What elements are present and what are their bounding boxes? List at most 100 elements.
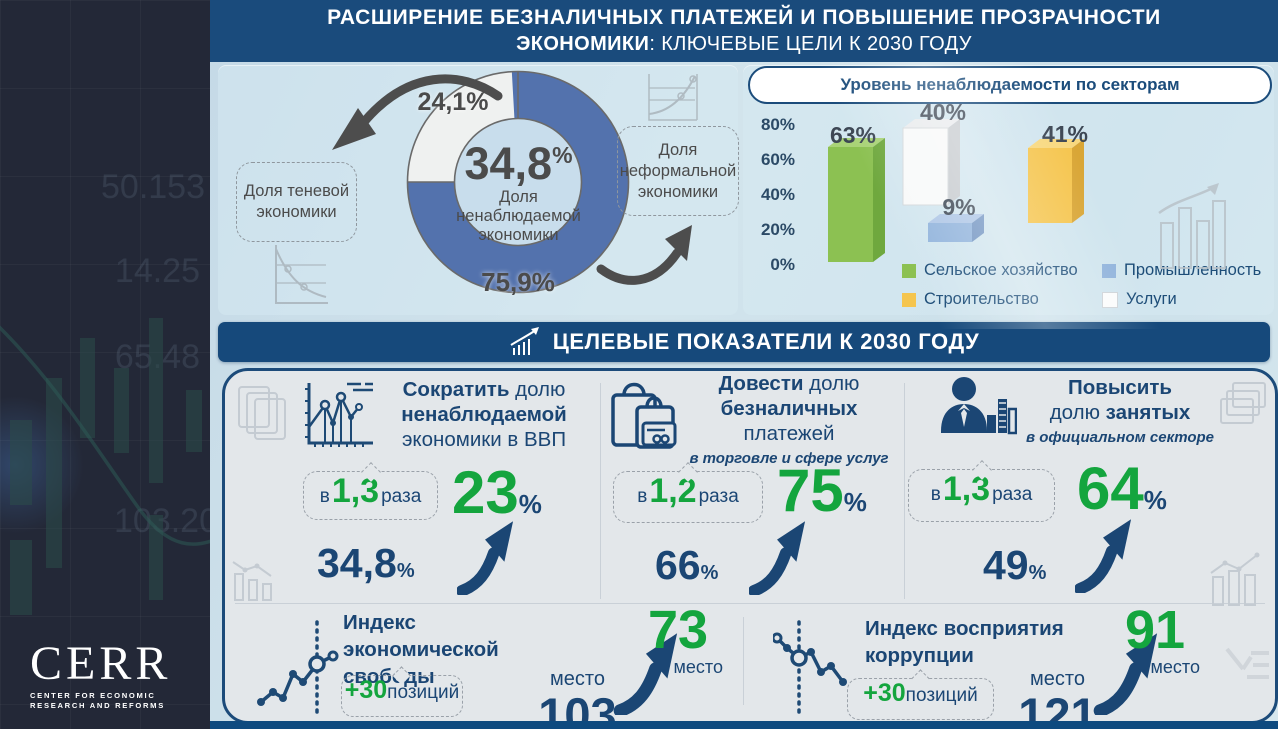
bar-value-agri: 63%: [829, 122, 877, 148]
declining-bars-icon: [232, 561, 272, 601]
targets-banner-title: ЦЕЛЕВЫЕ ПОКАЗАТЕЛИ К 2030 ГОДУ: [552, 329, 980, 354]
bar-decor: [114, 368, 129, 453]
y-axis-tick: 20%: [760, 220, 795, 239]
donut-slice-label-shadow: 24,1%: [417, 88, 489, 116]
title-rest: долю: [1049, 401, 1106, 424]
growth-arrow-icon: [457, 521, 514, 595]
target-number: 64: [1077, 455, 1144, 522]
curved-arrow-left-icon: [332, 74, 503, 150]
base-number: 49: [983, 542, 1029, 588]
legend-label: Услуги: [1126, 290, 1177, 308]
rank-word: место: [550, 668, 605, 690]
main-canvas: 24,1% 75,9% 34,8% Доля ненаблюдаемой эко…: [210, 62, 1278, 729]
target-value-employment: 64%: [1077, 459, 1167, 519]
sectors-panel: Уровень ненаблюдаемости по секторам 80% …: [743, 65, 1274, 315]
rank-word: место: [673, 657, 723, 677]
donut-center-value: 34,8: [464, 138, 553, 189]
legend-item-services: Услуги: [1102, 290, 1177, 309]
base-value-cashless: 66%: [655, 545, 718, 586]
informal-economy-label: Доля: [658, 140, 698, 159]
factor-prefix: в: [637, 486, 648, 507]
factor-suffix: раза: [992, 484, 1033, 505]
percent-sign: %: [700, 562, 719, 584]
factor-prefix: в: [930, 484, 941, 505]
title-bold: ненаблюдаемой: [401, 403, 567, 426]
shopping-bag-card-icon: [611, 382, 677, 449]
rank-word: место: [1150, 657, 1200, 677]
rank-to-economic-freedom: 73 место: [633, 603, 723, 676]
gain-plus: +: [863, 679, 878, 707]
column-divider: [743, 617, 744, 705]
donut-center-caption: ненаблюдаемой: [456, 207, 581, 225]
title-note: в торговле и сфере услуг: [689, 450, 889, 467]
declining-chart-icon: [275, 245, 328, 304]
cerr-logo-caption: CENTER FOR ECONOMIC: [30, 691, 156, 700]
donut-slice-label-informal: 75,9%: [481, 267, 555, 297]
cerr-logo-text: CERR: [30, 637, 172, 690]
gain-value: 30: [359, 676, 388, 704]
donut-chart: [406, 70, 630, 294]
donut-center-label: 34,8% Доля ненаблюдаемой экономики: [446, 141, 591, 245]
curve-decor: [0, 325, 210, 546]
legend-label: Сельское хозяйство: [924, 261, 1078, 279]
line-chart-icon: [305, 382, 373, 447]
percent-sign: %: [518, 489, 542, 519]
bar-value-industry: 9%: [942, 194, 976, 220]
ticker-value: 50.153: [101, 168, 205, 206]
legend-label: Промышленность: [1124, 261, 1262, 279]
gain-plus: +: [344, 676, 360, 704]
bar-decor: [46, 378, 62, 568]
targets-panel: Сократить долю ненаблюдаемой экономики в…: [222, 368, 1278, 729]
target-title-reduce: Сократить долю ненаблюдаемой экономики в…: [377, 377, 591, 452]
percent-sign: %: [1028, 562, 1047, 584]
informal-economy-label: экономики: [637, 182, 719, 201]
rank-number: 91: [1124, 600, 1186, 660]
growth-arrow-icon: [613, 633, 678, 715]
rising-bars-icon: [510, 327, 539, 355]
legend-item-industry: Промышленность: [1102, 261, 1261, 280]
sidebar-decor: 50.153 14.25 65.48 103.20 CERR CENTER FO…: [0, 0, 210, 729]
factor-badge-cashless: в 1,2 раза: [613, 471, 763, 523]
bar-decor: [149, 318, 163, 483]
bar-decor: [186, 390, 202, 452]
base-number: 34,8: [317, 540, 397, 586]
index-title-line: коррупции: [865, 644, 974, 667]
falling-index-icon: [773, 620, 847, 714]
y-axis-tick: 80%: [760, 115, 795, 134]
y-axis-tick: 60%: [760, 150, 795, 169]
sectors-chart-title: Уровень ненаблюдаемости по секторам: [748, 66, 1272, 104]
rank-to-corruption: 91 место: [1110, 603, 1200, 676]
title-bold: Повысить: [1067, 376, 1172, 399]
title-rest: долю: [803, 372, 860, 395]
rank-word: место: [1030, 668, 1085, 690]
legend-item-construction: Строительство: [902, 290, 1039, 309]
page-title: РАСШИРЕНИЕ БЕЗНАЛИЧНЫХ ПЛАТЕЖЕЙ И ПОВЫШЕ…: [210, 0, 1278, 62]
informal-economy-label: неформальной: [619, 161, 737, 180]
informal-economy-label-box: Доля неформальной экономики: [617, 126, 739, 216]
legend-swatch-services: [1102, 291, 1118, 308]
index-title-corruption: Индекс восприятия коррупции: [865, 615, 1064, 669]
checklist-icon: [1225, 647, 1269, 679]
shadow-economy-label-box: Доля теневой экономики: [236, 162, 357, 242]
factor-suffix: раза: [698, 486, 739, 507]
title-line1: РАСШИРЕНИЕ БЕЗНАЛИЧНЫХ ПЛАТЕЖЕЙ И ПОВЫШЕ…: [327, 6, 1161, 29]
index-title-line: экономической: [343, 638, 499, 661]
title-line2-bold: ЭКОНОМИКИ: [516, 33, 650, 55]
column-divider: [600, 383, 601, 599]
growth-bars-icon: [1158, 183, 1226, 269]
rank-number: 73: [647, 600, 709, 660]
stacked-frames-icon: [1220, 382, 1266, 424]
bar-value-services: 40%: [919, 99, 967, 125]
rising-index-icon: [257, 620, 339, 714]
target-value-cashless: 75%: [777, 461, 867, 521]
title-note: в официальном секторе: [1025, 429, 1215, 446]
donut-center-caption: экономики: [478, 226, 559, 244]
bar-decor: [10, 420, 32, 505]
gain-badge-economic-freedom: +30 позиций: [341, 675, 463, 717]
gain-value: 30: [877, 679, 906, 707]
title-rest: экономики в ВВП: [401, 428, 567, 451]
title-line2-rest: : КЛЮЧЕВЫЕ ЦЕЛИ К 2030 ГОДУ: [649, 33, 972, 55]
cerr-logo: CERR CENTER FOR ECONOMIC RESEARCH AND RE…: [30, 640, 171, 712]
shadow-economy-label: Доля теневой: [243, 182, 350, 200]
donut-center-caption: Доля: [499, 188, 538, 206]
